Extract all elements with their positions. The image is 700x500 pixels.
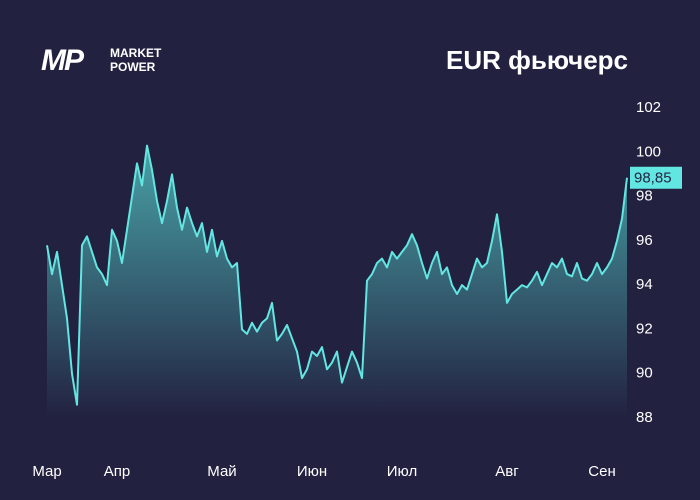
- y-tick-label: 96: [636, 232, 653, 249]
- y-tick-label: 94: [636, 276, 653, 293]
- x-tick-label: Апр: [104, 463, 130, 480]
- x-tick-label: Авг: [495, 463, 519, 480]
- x-tick-label: Май: [207, 463, 236, 480]
- y-tick-label: 92: [636, 320, 653, 337]
- x-tick-label: Сен: [588, 463, 615, 480]
- x-tick-label: Мар: [32, 463, 61, 480]
- y-tick-label: 90: [636, 365, 653, 382]
- value-label: 98,85: [634, 170, 672, 187]
- chart-title: EUR фьючерс: [446, 45, 628, 75]
- line: [46, 144, 628, 406]
- y-tick-label: 100: [636, 143, 661, 160]
- x-tick-label: Июн: [297, 463, 327, 480]
- logo-text: MARKET: [110, 46, 162, 60]
- x-tick-label: Июл: [387, 463, 417, 480]
- logo-text: POWER: [110, 60, 156, 74]
- logo-mark: MP: [41, 44, 85, 77]
- area: [47, 145, 627, 418]
- y-tick-label: 102: [636, 99, 661, 116]
- value-label-box: [630, 166, 682, 189]
- y-tick-label: 98: [636, 188, 653, 205]
- y-tick-label: 88: [636, 409, 653, 426]
